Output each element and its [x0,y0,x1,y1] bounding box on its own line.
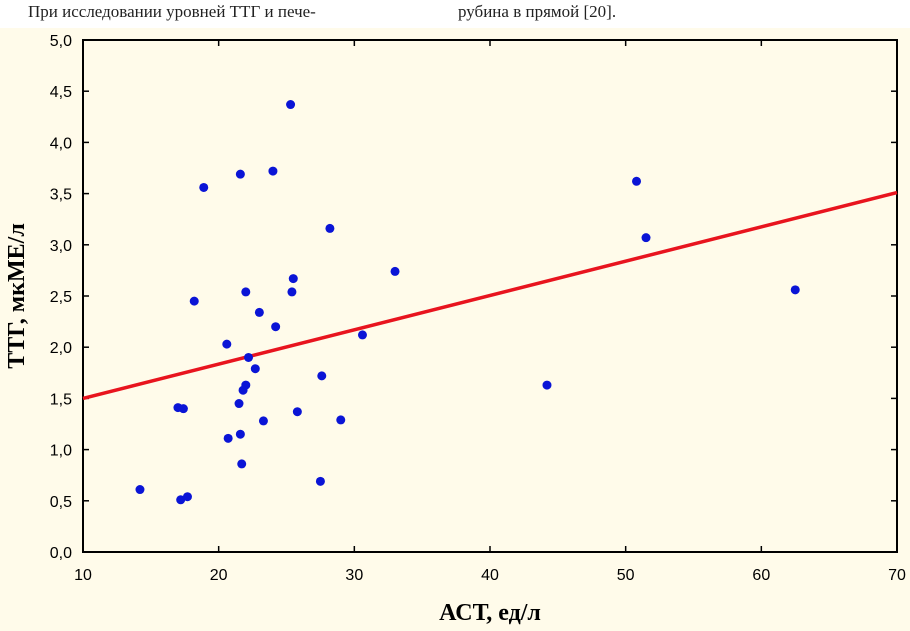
data-point [235,429,245,439]
data-point [641,233,651,243]
data-point [271,322,281,332]
data-point [176,495,186,505]
data-point [237,459,247,469]
y-tick-label: 1,5 [50,391,72,408]
data-point [790,285,800,295]
data-point [223,433,233,443]
top-text-left: При исследовании уровней ТТГ и пече- [28,2,316,21]
data-point [268,166,278,176]
data-point [182,492,192,502]
y-tick-label: 1,0 [50,443,72,460]
data-point [542,380,552,390]
y-axis-title: ТТГ, мкМЕ/л [4,223,30,369]
y-tick-label: 0,0 [50,545,72,562]
data-point [292,407,302,417]
data-point [189,296,199,306]
data-point [254,307,264,317]
data-point [317,371,327,381]
data-point [258,416,268,426]
data-point [632,176,642,186]
data-point [244,352,254,362]
x-tick-label: 60 [752,567,770,584]
y-tick-label: 3,0 [50,238,72,255]
data-point [241,380,251,390]
data-point [241,287,251,297]
y-tick-label: 2,5 [50,289,72,306]
y-tick-label: 3,5 [50,187,72,204]
y-tick-label: 2,0 [50,340,72,357]
x-axis-title: АСТ, ед/л [439,600,541,626]
x-tick-label: 70 [888,567,906,584]
data-point [250,364,260,374]
y-tick-label: 4,0 [50,135,72,152]
data-point [357,330,367,340]
regression-line [82,190,898,401]
y-tick-label: 4,5 [50,84,72,101]
data-point [287,287,297,297]
data-point [234,399,244,409]
y-tick-label: 5,0 [50,33,72,50]
data-point [288,274,298,284]
x-tick-label: 50 [617,567,635,584]
x-tick-label: 20 [210,567,228,584]
data-point [135,485,145,495]
x-tick-label: 30 [345,567,363,584]
data-point [315,476,325,486]
data-point [222,339,232,349]
data-point [199,182,209,192]
axes-layer: 10 20 30 40 50 60 70 0,0 0,5 1,0 1,5 2,0 2,5 3,0 3,5 4,… [50,33,906,584]
data-point [178,404,188,414]
top-text: При исследовании уровней ТТГ и пече- руб… [0,0,910,28]
points-layer [135,100,800,505]
chart-area [0,28,910,631]
x-tick-label: 40 [481,567,499,584]
regression-line-layer [82,190,898,401]
x-tick-label: 10 [74,567,92,584]
top-text-right: рубина в прямой [20]. [458,2,617,21]
data-point [235,169,245,179]
data-point [325,223,335,233]
data-point [286,100,296,110]
data-point [390,266,400,276]
data-point [336,415,346,425]
y-tick-label: 0,5 [50,494,72,511]
